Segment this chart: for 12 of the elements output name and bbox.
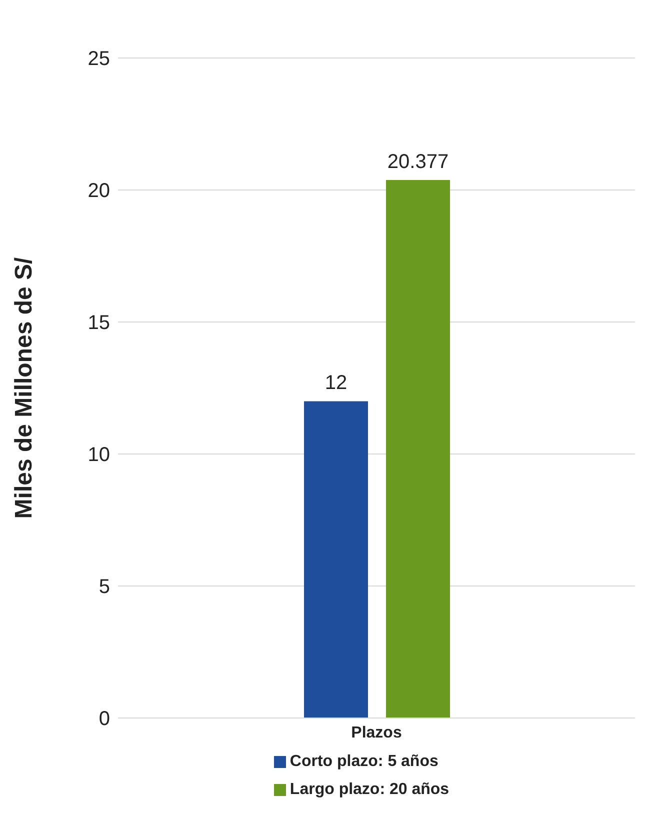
y-tick-label: 15 — [88, 312, 110, 334]
x-tick-label: Plazos — [351, 724, 402, 742]
y-axis-title: Miles de Millones de S/ — [10, 256, 38, 519]
legend-label: Corto plazo: 5 años — [290, 753, 438, 770]
y-tick-label: 0 — [98, 708, 110, 730]
data-label: 20.377 — [387, 151, 449, 174]
y-tick-label: 10 — [88, 444, 110, 466]
data-label: 12 — [324, 372, 348, 394]
y-tick-label: 5 — [98, 576, 110, 598]
legend-label: Largo plazo: 20 años — [290, 781, 450, 798]
y-tick-label: 25 — [88, 48, 110, 70]
y-tick-label: 20 — [88, 180, 110, 202]
